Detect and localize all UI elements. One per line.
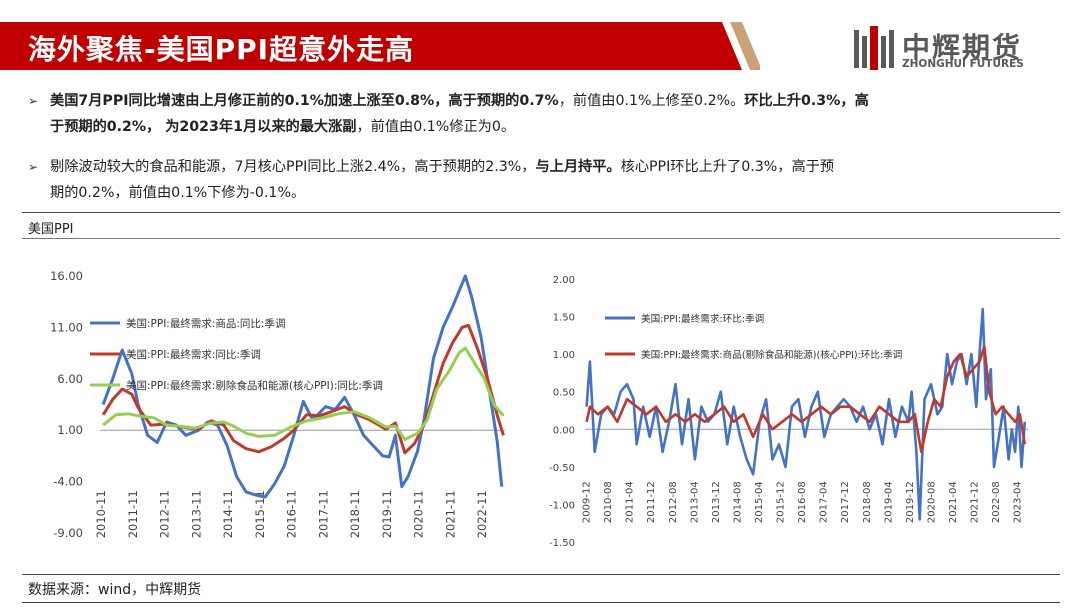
series-line xyxy=(102,346,505,441)
company-logo: 中辉期货 ZHONGHUI FUTURES xyxy=(852,24,1052,74)
bullet-span: 环比上升0.3%，高 xyxy=(744,93,869,109)
bullet-text: 美国7月PPI同比增速由上月修正前的0.1%加速上涨至0.8%，高于预期的0.7… xyxy=(50,88,1048,140)
x-tick-label: 2013-12 xyxy=(711,481,722,523)
bullet-line: 期的0.2%，前值由0.1%下修为-0.1%。 xyxy=(50,180,1048,206)
y-tick-label: 6.00 xyxy=(57,372,83,386)
x-tick-label: 2015-11 xyxy=(253,490,267,538)
x-tick-label: 2017-12 xyxy=(840,481,851,523)
y-tick-label: 0.50 xyxy=(553,388,575,399)
x-tick-label: 2010-08 xyxy=(603,481,614,523)
bullet-line: 美国7月PPI同比增速由上月修正前的0.1%加速上涨至0.8%，高于预期的0.7… xyxy=(50,88,1048,114)
y-tick-label: 1.00 xyxy=(57,423,83,437)
logo-mark-icon xyxy=(854,26,894,70)
x-tick-label: 2019-11 xyxy=(380,490,394,538)
x-tick-label: 2012-11 xyxy=(158,490,172,538)
bullet-line: 于预期的0.2%， 为2023年1月以来的最大涨副，前值由0.1%修正为0。 xyxy=(50,114,1048,140)
x-tick-label: 2018-08 xyxy=(862,481,873,523)
x-tick-label: 2019-12 xyxy=(905,481,916,523)
x-tick-label: 2021-04 xyxy=(948,481,959,523)
bullet-span: 剔除波动较大的食品和能源，7月核心PPI同比上涨2.4%，高于预期的2.3%， xyxy=(50,159,536,175)
logo-text-cn: 中辉期货 xyxy=(902,31,1023,64)
divider-section xyxy=(22,238,1060,239)
bullet-arrow-icon: ➢ xyxy=(28,94,39,108)
y-tick-label: 1.00 xyxy=(553,350,575,361)
bullet-line: 剔除波动较大的食品和能源，7月核心PPI同比上涨2.4%，高于预期的2.3%，与… xyxy=(50,154,1048,180)
bullet-span: 与上月持平。 xyxy=(535,159,621,175)
x-tick-label: 2009-12 xyxy=(582,481,593,523)
legend-label: 美国:PPI:最终需求:同比:季调 xyxy=(126,348,261,361)
x-tick-label: 2012-08 xyxy=(668,481,679,523)
bullet-span: 美国7月PPI同比增速由上月修正前的0.1%加速上涨至0.8%，高于预期的0.7… xyxy=(50,93,559,109)
x-tick-label: 2020-11 xyxy=(412,490,426,538)
legend-label: 美国:PPI:最终需求:环比:季调 xyxy=(641,313,764,325)
chart-ppi-yoy: 16.00 11.00 6.00 1.00 -4.00 -9.00 2010-11 2011-… xyxy=(50,269,505,540)
y-tick-label: 0.00 xyxy=(553,425,575,436)
x-tick-label: 2013-11 xyxy=(189,490,203,538)
x-tick-label: 2011-04 xyxy=(625,481,636,523)
bullet-span: 核心PPI环比上升了0.3%，高于预 xyxy=(620,159,835,175)
x-tick-label: 2011-12 xyxy=(646,481,657,523)
x-tick-label: 2010-11 xyxy=(94,490,108,538)
x-tick-label: 2018-11 xyxy=(348,490,362,538)
x-tick-label: 2016-08 xyxy=(797,481,808,523)
divider-footer xyxy=(22,602,1060,603)
bullet-span: 于预期的0.2%， 为2023年1月以来的最大涨副 xyxy=(50,119,357,135)
x-tick-label: 2023-04 xyxy=(1013,481,1024,523)
x-tick-label: 2014-11 xyxy=(221,490,235,538)
chart-ppi-mom: 2.00 1.50 1.00 0.50 0.00 -0.50 -1.00 -1.50 2009-… xyxy=(549,275,1028,549)
divider-top xyxy=(22,212,1060,213)
title-banner xyxy=(0,22,760,70)
section-label: 美国PPI xyxy=(28,222,74,237)
x-tick-label: 2015-04 xyxy=(754,481,765,523)
bullet-ppi-headline: ➢ 美国7月PPI同比增速由上月修正前的0.1%加速上涨至0.8%，高于预期的0… xyxy=(28,88,1048,140)
y-tick-label: -0.50 xyxy=(549,463,575,474)
y-tick-label: 2.00 xyxy=(553,275,575,286)
legend-label: 美国:PPI:最终需求:商品(剔除食品和能源)(核心PPI):环比:季调 xyxy=(641,349,902,361)
x-tick-label: 2015-12 xyxy=(776,481,787,523)
y-tick-label: -1.50 xyxy=(549,538,575,549)
bullet-text: 剔除波动较大的食品和能源，7月核心PPI同比上涨2.4%，高于预期的2.3%，与… xyxy=(50,154,1048,206)
x-tick-label: 2017-04 xyxy=(819,481,830,523)
x-tick-label: 2014-08 xyxy=(732,481,743,523)
y-tick-label: 1.50 xyxy=(553,313,575,324)
x-tick-label: 2016-11 xyxy=(285,490,299,538)
divider-bottom xyxy=(22,574,1060,575)
x-tick-label: 2022-11 xyxy=(475,490,489,538)
logo-text-en: ZHONGHUI FUTURES xyxy=(902,58,1024,70)
title-banner-fill xyxy=(0,22,742,70)
y-tick-label: -1.00 xyxy=(549,500,575,511)
x-tick-label: 2021-11 xyxy=(443,490,457,538)
x-tick-label: 2011-11 xyxy=(126,490,140,538)
x-tick-label: 2017-11 xyxy=(316,490,330,538)
x-tick-label: 2019-04 xyxy=(883,481,894,523)
title-banner-stripe xyxy=(730,22,760,70)
legend-label: 美国:PPI:最终需求:商品:同比:季调 xyxy=(126,317,285,330)
x-tick-label: 2020-08 xyxy=(926,481,937,523)
bullet-span: 期的0.2%，前值由0.1%下修为-0.1%。 xyxy=(50,185,306,201)
legend-label: 美国:PPI:最终需求:剔除食品和能源(核心PPI):同比:季调 xyxy=(126,379,383,392)
bullet-arrow-icon: ➢ xyxy=(28,160,39,174)
data-source: 数据来源：wind，中辉期货 xyxy=(28,582,202,598)
bullet-core-ppi: ➢ 剔除波动较大的食品和能源，7月核心PPI同比上涨2.4%，高于预期的2.3%… xyxy=(28,154,1048,206)
bullet-span: ，前值由0.1%修正为0。 xyxy=(356,119,516,135)
y-tick-label: -4.00 xyxy=(53,475,83,489)
x-tick-label: 2013-04 xyxy=(689,481,700,523)
page-title: 海外聚焦-美国PPI超意外走高 xyxy=(28,33,415,66)
x-tick-label: 2021-12 xyxy=(970,481,981,523)
x-tick-label: 2022-08 xyxy=(991,481,1002,523)
bullet-span: ，前值由0.1%上修至0.2%。 xyxy=(558,93,745,109)
y-tick-label: 11.00 xyxy=(50,320,83,334)
title-bar: 海外聚焦-美国PPI超意外走高 xyxy=(0,22,760,70)
y-tick-label: -9.00 xyxy=(53,526,83,540)
y-tick-label: 16.00 xyxy=(50,269,83,283)
series-line xyxy=(585,345,1027,454)
